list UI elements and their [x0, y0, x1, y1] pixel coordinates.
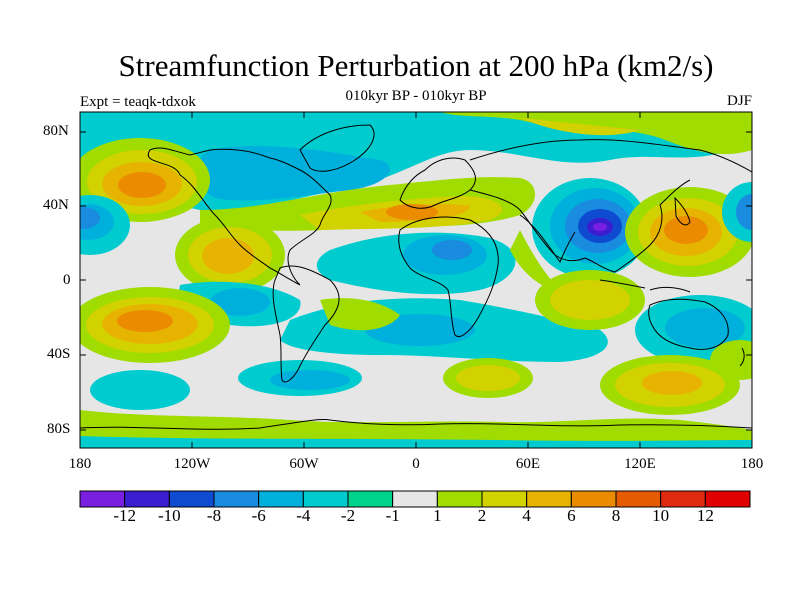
contour-arctic-yellow [520, 118, 640, 136]
coast-antarctica [80, 419, 752, 430]
chart-title: Streamfunction Perturbation at 200 hPa (… [118, 48, 714, 83]
coast-new-zealand [739, 347, 745, 367]
colorbar-swatch-5 [302, 490, 349, 508]
colorbar-label-13: 12 [696, 506, 714, 525]
coastlines [80, 124, 752, 430]
colorbar-label-5: -2 [340, 506, 356, 525]
colorbar-label-11: 8 [611, 506, 621, 525]
lat-label-80s: 80S [47, 421, 71, 437]
colorbar-swatch-1 [124, 490, 170, 508]
colorbar-swatch-8 [436, 490, 483, 508]
colorbar-swatch-9 [481, 490, 528, 508]
colorbar-label-6: -1 [385, 506, 400, 525]
contour-eastpac-blue [210, 288, 270, 316]
contour-shpac-darkorange [117, 310, 173, 332]
colorbar-label-3: -6 [251, 506, 266, 525]
colorbar-swatch-12 [615, 490, 662, 508]
lon-label-180w: 180 [68, 456, 92, 472]
colorbar-swatch-0 [79, 490, 126, 508]
contour-satl-green [320, 298, 400, 331]
lon-label-180e: 180 [740, 456, 764, 472]
colorbar [79, 490, 751, 508]
colorbar-swatch-13 [660, 490, 706, 508]
colorbar-label-12: 10 [652, 506, 670, 525]
colorbar-swatch-11 [570, 490, 617, 508]
colorbar-label-1: -10 [157, 506, 181, 525]
colorbar-swatch-3 [213, 490, 260, 508]
colorbar-label-0: -12 [113, 506, 136, 525]
colorbar-swatch-14 [704, 490, 751, 508]
contour-north-band-inner [197, 145, 390, 201]
coast-japan [674, 196, 691, 226]
experiment-label: Expt = teaqk-tdxok [80, 94, 196, 110]
colorbar-swatch-6 [347, 490, 394, 508]
contour-ne-edge-blue [736, 194, 752, 230]
contour-troppac-orange [202, 238, 254, 274]
contour-sh-pac-orange [642, 371, 702, 395]
lat-label-40s: 40S [47, 346, 71, 362]
contour-japan-darkorange [664, 216, 708, 244]
coast-asia [469, 139, 752, 273]
contour-sh-atl-yellow [456, 365, 520, 391]
lat-label-40n: 40N [43, 197, 69, 213]
colorbar-label-10: 6 [567, 506, 576, 525]
contour-arctic-green [440, 112, 752, 155]
coast-africa [398, 216, 499, 337]
colorbar-label-9: 4 [522, 506, 531, 525]
lon-label-0: 0 [412, 456, 420, 472]
coast-south-america [272, 265, 340, 383]
coast-europe [399, 157, 476, 209]
coast-india [519, 214, 576, 264]
colorbar-swatch-10 [526, 490, 572, 508]
coast-greenland [299, 124, 375, 172]
lon-label-120e: 120E [624, 456, 656, 472]
lon-label-60w: 60W [289, 456, 319, 472]
season-label: DJF [726, 93, 752, 109]
lon-label-120w: 120W [173, 456, 211, 472]
contour-indian-yellow [550, 280, 630, 320]
lat-label-0: 0 [63, 272, 71, 288]
contour-sh-sa-blue [270, 370, 350, 390]
coast-north-america [147, 147, 332, 286]
colorbar-swatch-2 [168, 490, 215, 508]
colorbar-label-2: -8 [206, 506, 222, 525]
contour-alaska-darkorange [118, 172, 166, 198]
contour-asia-west-green [510, 230, 560, 290]
colorbar-label-7: 1 [433, 506, 442, 525]
axis-ticks [80, 112, 752, 448]
colorbar-label-4: -4 [296, 506, 311, 525]
lat-label-80n: 80N [43, 123, 69, 139]
contour-sh-far-cyan [90, 370, 190, 410]
contour-field [80, 112, 752, 448]
contour-south-band-green [80, 410, 752, 448]
coast-indonesia [599, 279, 691, 293]
contour-pacific-west-dblue [80, 207, 100, 229]
contour-asia-purple [593, 223, 607, 231]
colorbar-swatch-4 [258, 490, 304, 508]
contour-sh-far-green [710, 340, 752, 380]
colorbar-label-8: 2 [477, 506, 487, 525]
lon-label-60e: 60E [515, 456, 541, 472]
colorbar-swatch-7 [392, 490, 438, 508]
chart-subtitle: 010kyr BP - 010kyr BP [345, 88, 487, 104]
contour-tropatl-dblue [432, 240, 472, 260]
coast-australia [648, 298, 729, 350]
